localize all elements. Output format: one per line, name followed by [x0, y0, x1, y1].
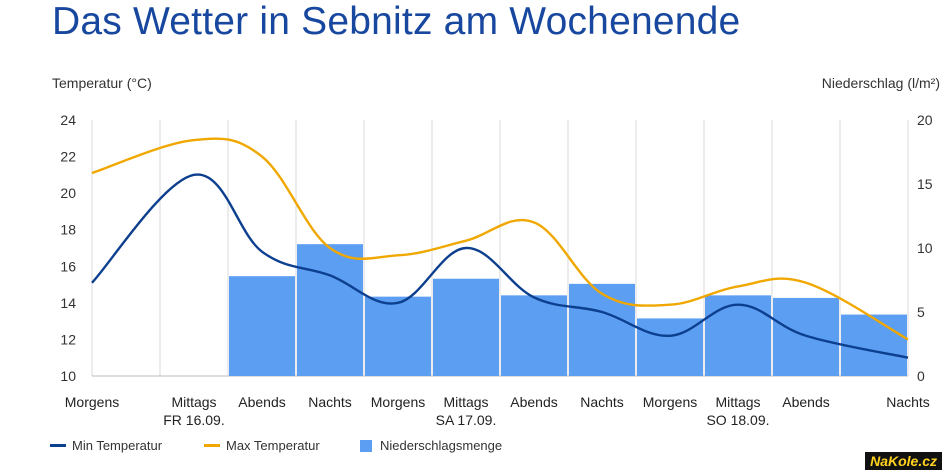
precipitation-bar [841, 314, 907, 376]
x-day-label: SO 18.09. [706, 412, 769, 428]
y-left-ticks: 10 12 14 16 18 20 22 24 [60, 112, 76, 384]
y-right-tick-label: 0 [917, 368, 925, 384]
x-category-label: Morgens [643, 394, 697, 410]
y-left-tick-label: 10 [60, 368, 76, 384]
precipitation-bar [229, 276, 295, 376]
x-day-label: SA 17.09. [436, 412, 497, 428]
x-category-label: Mittags [715, 394, 760, 410]
min-temperature-line [91, 173, 909, 359]
precipitation-bar [433, 278, 499, 376]
legend-label: Niederschlagsmenge [380, 438, 502, 453]
legend: Min Temperatur Max Temperatur Niederschlag… [50, 438, 502, 453]
x-category-label: Nachts [308, 394, 352, 410]
x-category-label: Morgens [371, 394, 425, 410]
x-axis-day-labels: FR 16.09. SA 17.09. SO 18.09. [163, 412, 769, 428]
y-right-tick-label: 20 [917, 112, 933, 128]
x-category-label: Nachts [886, 394, 930, 410]
y-left-tick-label: 22 [60, 149, 76, 165]
y-left-axis-title: Temperatur (°C) [52, 75, 152, 91]
x-category-label: Abends [238, 394, 285, 410]
legend-label: Min Temperatur [72, 438, 163, 453]
legend-swatch [204, 444, 220, 447]
x-category-label: Abends [782, 394, 829, 410]
y-right-tick-label: 5 [917, 304, 925, 320]
precipitation-bar [365, 296, 431, 376]
x-axis-categories: Morgens Mittags Abends Nachts Morgens Mittags… [65, 394, 930, 410]
x-category-label: Morgens [65, 394, 119, 410]
legend-swatch [360, 440, 372, 452]
y-left-tick-label: 24 [60, 112, 76, 128]
precipitation-bars [229, 244, 907, 376]
y-left-tick-label: 18 [60, 222, 76, 238]
temperature-lines [91, 137, 909, 359]
x-category-label: Mittags [171, 394, 216, 410]
y-right-tick-label: 10 [917, 240, 933, 256]
x-category-label: Nachts [580, 394, 624, 410]
watermark-logo: NaKole.cz [865, 452, 942, 470]
x-category-label: Mittags [443, 394, 488, 410]
precipitation-bar [297, 244, 363, 376]
y-left-tick-label: 16 [60, 258, 76, 274]
y-left-tick-label: 20 [60, 185, 76, 201]
chart-title: Das Wetter in Sebnitz am Wochenende [52, 0, 741, 43]
y-right-tick-label: 15 [917, 176, 933, 192]
precipitation-bar [569, 283, 635, 376]
y-right-axis-title: Niederschlag (l/m²) [822, 75, 940, 91]
precipitation-bar [705, 295, 771, 376]
y-left-tick-label: 12 [60, 331, 76, 347]
y-right-ticks: 0 5 10 15 20 [917, 112, 933, 384]
y-left-tick-label: 14 [60, 295, 76, 311]
legend-label: Max Temperatur [226, 438, 320, 453]
grid-lines [91, 120, 909, 377]
precipitation-bar [501, 295, 567, 376]
x-category-label: Abends [510, 394, 557, 410]
x-day-label: FR 16.09. [163, 412, 224, 428]
legend-swatch [50, 444, 66, 447]
max-temperature-line [91, 137, 909, 341]
